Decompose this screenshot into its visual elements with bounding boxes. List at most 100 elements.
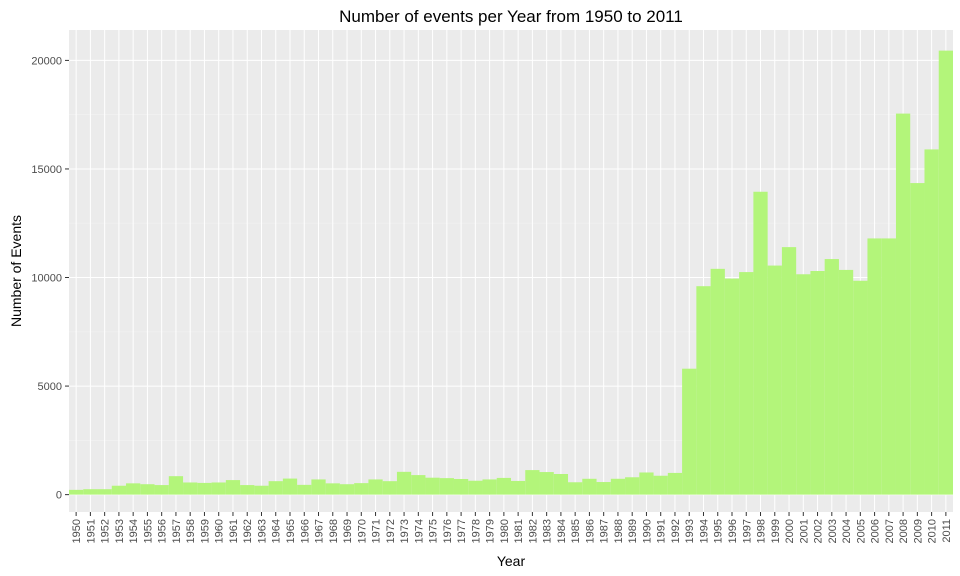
x-tick-label: 1979 [485,519,497,543]
bar-1993 [682,368,697,495]
x-tick-label: 1980 [499,519,511,543]
bar-1965 [282,478,298,495]
bar-2006 [867,238,882,495]
bar-1992 [667,472,683,495]
bar-2005 [853,280,868,495]
bar-1996 [724,278,740,495]
bar-1962 [240,485,255,495]
bar-1954 [126,483,141,495]
bar-1988 [610,478,626,495]
x-tick-label: 2011 [941,519,953,543]
x-tick-label: 1994 [698,519,710,543]
x-tick-label: 1993 [684,519,696,543]
bar-1984 [553,474,569,495]
x-tick-label: 1952 [100,519,112,543]
bar-1974 [411,475,426,495]
y-tick-label: 0 [56,490,62,502]
bar-2010 [924,149,939,495]
bar-1955 [140,484,155,495]
bar-1990 [639,472,654,495]
bar-1952 [97,489,112,495]
x-tick-label: 2003 [827,519,839,543]
bar-1976 [439,478,454,495]
bar-1989 [625,477,640,495]
y-tick-label: 20000 [31,55,62,67]
gridlines [69,30,953,512]
bar-2004 [838,269,854,495]
x-tick-label: 2010 [927,519,939,543]
x-tick-label: 2000 [784,519,796,543]
x-tick-label: 1963 [256,519,268,543]
bar-1966 [297,484,312,495]
y-tick-label: 15000 [31,164,62,176]
x-tick-label: 2007 [884,519,896,543]
x-tick-label: 1975 [428,519,440,543]
x-tick-label: 1986 [584,519,596,543]
x-tick-label: 1985 [570,519,582,543]
bar-1983 [539,472,554,495]
x-tick-label: 1984 [556,519,568,543]
bar-1982 [525,470,540,495]
x-tick-label: 1961 [228,519,240,543]
bar-1986 [582,478,597,495]
bar-2008 [895,113,911,495]
bar-1969 [339,484,355,495]
x-tick-label: 1978 [470,519,482,543]
bar-1981 [511,480,526,495]
chart-title: Number of events per Year from 1950 to 2… [339,7,683,26]
x-tick-label: 1966 [299,519,311,543]
bar-1998 [753,191,768,495]
x-tick-label: 1997 [741,519,753,543]
x-tick-label: 1960 [214,519,226,543]
bar-1985 [568,482,583,495]
bar-2009 [910,183,925,495]
x-tick-label: 2005 [855,519,867,543]
x-tick-label: 1992 [670,519,682,543]
bar-2000 [781,247,797,495]
bar-1968 [325,483,340,495]
bar-1950 [69,489,84,495]
bar-2011 [938,50,953,495]
bar-2001 [796,274,811,495]
y-tick-label: 10000 [31,273,62,285]
x-tick-label: 1989 [627,519,639,543]
x-tick-label: 2009 [912,519,924,543]
bars [69,50,953,495]
x-tick-label: 1973 [399,519,411,543]
bar-2002 [810,271,825,495]
x-tick-label: 1977 [456,519,468,543]
bar-1953 [111,485,127,495]
x-tick-label: 2008 [898,519,910,543]
x-tick-label: 1958 [185,519,197,543]
x-tick-label: 1956 [157,519,169,543]
x-tick-label: 1974 [413,519,425,543]
x-tick-label: 1972 [385,519,397,543]
x-tick-label: 1987 [599,519,611,543]
bar-1971 [368,479,383,495]
bar-1973 [396,471,412,495]
x-tick-label: 1962 [242,519,254,543]
x-tick-label: 1999 [770,519,782,543]
bar-1972 [382,481,397,495]
x-tick-label: 1968 [328,519,340,543]
x-tick-label: 1953 [114,519,126,543]
x-tick-label: 1971 [371,519,383,543]
x-tick-label: 1991 [656,519,668,543]
bar-1980 [496,477,511,495]
x-tick-label: 2006 [870,519,882,543]
bar-1963 [254,485,269,495]
x-tick-label: 2001 [798,519,810,543]
x-tick-label: 1982 [527,519,539,543]
x-tick-label: 1959 [199,519,211,543]
bar-1994 [696,286,711,495]
bar-1957 [168,476,184,495]
bar-1997 [739,272,754,495]
x-tick-label: 1998 [756,519,768,543]
x-tick-label: 1995 [713,519,725,543]
bar-1967 [311,479,326,495]
x-axis: 1950 1951 1952 1953 1954 1955 1956 1957 1958 1959… [71,512,953,543]
bar-1959 [197,482,212,495]
bar-1999 [767,265,782,495]
bar-1977 [453,478,469,495]
